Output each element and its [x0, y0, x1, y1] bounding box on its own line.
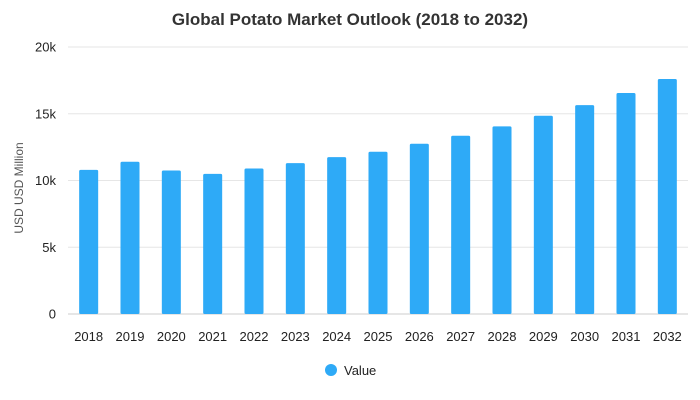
bar-2020[interactable]	[161, 170, 181, 314]
y-tick-label: 20k	[35, 40, 56, 55]
y-axis-label: USD USD Million	[12, 142, 26, 233]
x-tick-label: 2022	[240, 329, 269, 344]
x-tick-label: 2032	[653, 329, 682, 344]
bar-2028[interactable]	[492, 126, 512, 315]
x-tick-label: 2030	[570, 329, 599, 344]
bar-2032[interactable]	[657, 79, 677, 314]
x-tick-label: 2020	[157, 329, 186, 344]
legend-marker-value	[325, 364, 337, 376]
bar-2018[interactable]	[79, 169, 99, 314]
x-tick-label: 2019	[116, 329, 145, 344]
bar-2022[interactable]	[244, 168, 264, 314]
x-tick-label: 2027	[446, 329, 475, 344]
bar-2026[interactable]	[409, 143, 429, 314]
chart-title: Global Potato Market Outlook (2018 to 20…	[172, 10, 528, 29]
bar-2019[interactable]	[120, 161, 140, 314]
x-tick-label: 2023	[281, 329, 310, 344]
x-tick-label: 2029	[529, 329, 558, 344]
bar-2023[interactable]	[285, 163, 305, 314]
bar-2029[interactable]	[533, 115, 553, 314]
x-tick-label: 2026	[405, 329, 434, 344]
bars	[79, 79, 677, 315]
y-tick-label: 5k	[42, 240, 56, 255]
x-tick-label: 2024	[322, 329, 351, 344]
y-tick-label: 15k	[35, 106, 56, 121]
bar-2031[interactable]	[616, 93, 636, 315]
bar-2027[interactable]	[451, 135, 471, 314]
legend[interactable]: Value	[325, 363, 376, 378]
x-tick-label: 2025	[364, 329, 393, 344]
y-axis-ticks: 0 5k 10k 15k 20k	[35, 40, 56, 322]
y-tick-label: 0	[49, 307, 56, 322]
bar-2030[interactable]	[575, 105, 595, 314]
x-tick-label: 2018	[74, 329, 103, 344]
legend-label-value: Value	[344, 363, 376, 378]
x-axis-ticks: 2018 2019 2020 2021 2022 2023 2024 2025 2026 2027…	[74, 329, 682, 344]
x-tick-label: 2031	[612, 329, 641, 344]
bar-2025[interactable]	[368, 151, 388, 314]
x-tick-label: 2028	[488, 329, 517, 344]
x-tick-label: 2021	[198, 329, 227, 344]
bar-2021[interactable]	[203, 173, 223, 314]
bar-2024[interactable]	[327, 157, 347, 314]
y-tick-label: 10k	[35, 173, 56, 188]
